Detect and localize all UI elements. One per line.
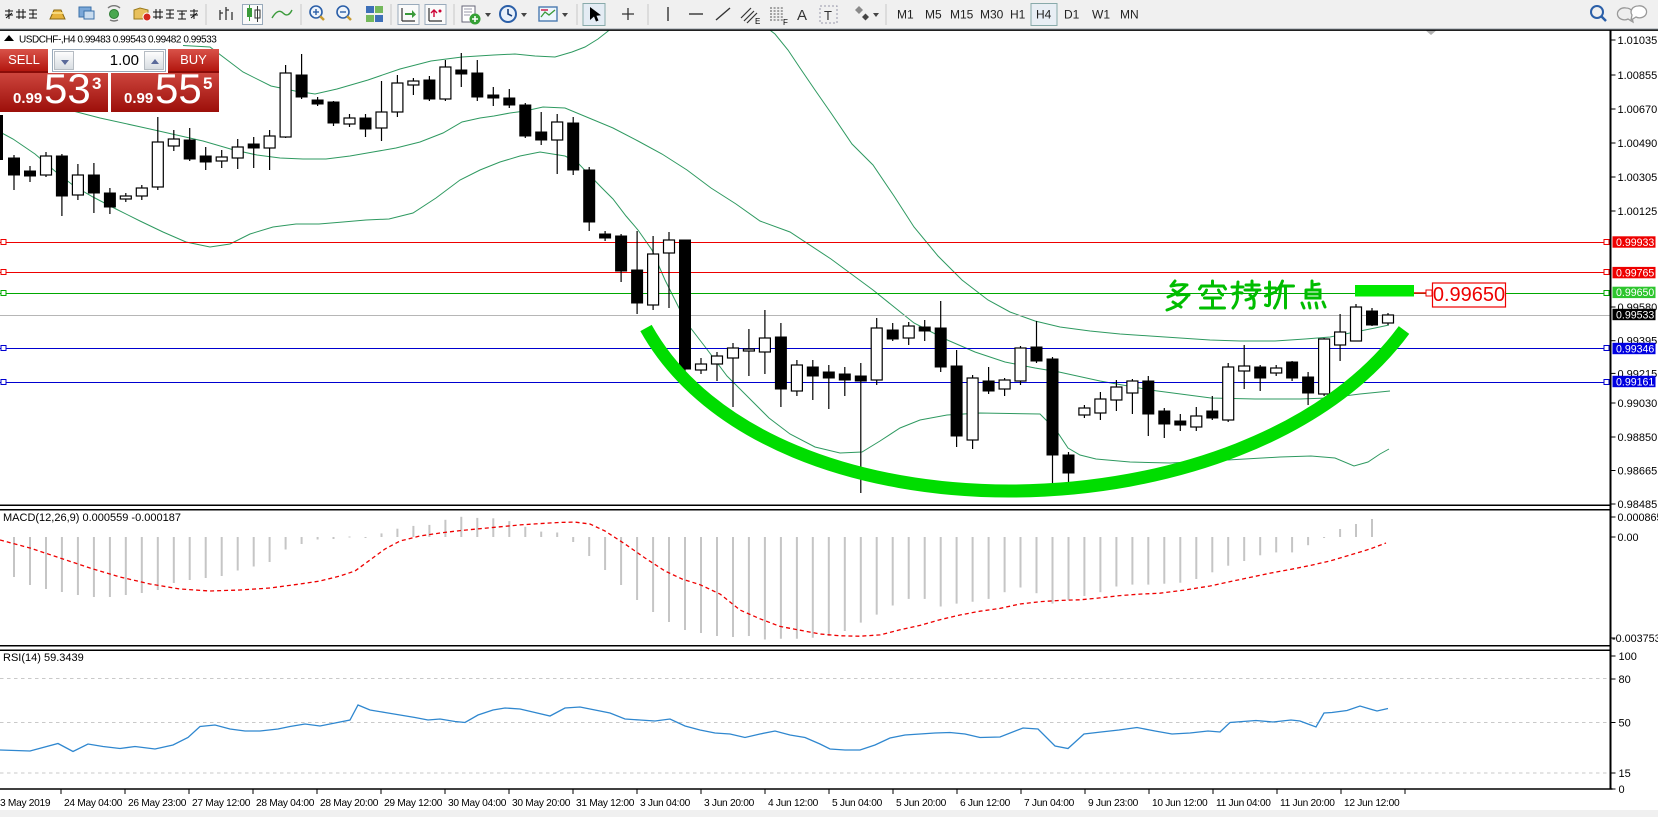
svg-text:M5: M5 (925, 8, 942, 22)
svg-text:4 Jun 12:00: 4 Jun 12:00 (768, 798, 819, 809)
svg-text:1.00125: 1.00125 (1618, 206, 1658, 218)
svg-text:0.98485: 0.98485 (1618, 499, 1658, 511)
svg-text:28 May 20:00: 28 May 20:00 (320, 798, 379, 809)
svg-text:3 May 2019: 3 May 2019 (0, 798, 51, 809)
svg-text:0.99030: 0.99030 (1618, 398, 1658, 410)
svg-text:0.98850: 0.98850 (1618, 432, 1658, 444)
svg-text:0.000865: 0.000865 (1618, 512, 1658, 524)
svg-text:0.99650: 0.99650 (1616, 287, 1654, 299)
svg-text:1.00670: 1.00670 (1618, 104, 1658, 116)
svg-text:H1: H1 (1010, 8, 1026, 22)
svg-text:1.00490: 1.00490 (1618, 138, 1658, 150)
svg-text:W1: W1 (1092, 8, 1110, 22)
svg-text:RSI(14) 59.3439: RSI(14) 59.3439 (3, 652, 84, 664)
svg-text:M15: M15 (950, 8, 974, 22)
svg-text:1.01035: 1.01035 (1618, 35, 1658, 47)
svg-text:M30: M30 (980, 8, 1004, 22)
svg-text:80: 80 (1619, 674, 1631, 686)
svg-text:24 May 04:00: 24 May 04:00 (64, 798, 123, 809)
svg-text:MACD(12,26,9) 0.000559 -0.0001: MACD(12,26,9) 0.000559 -0.000187 (3, 512, 181, 524)
svg-text:3 Jun 04:00: 3 Jun 04:00 (640, 798, 691, 809)
svg-text:0.99346: 0.99346 (1616, 343, 1654, 355)
svg-text:7 Jun 04:00: 7 Jun 04:00 (1024, 798, 1075, 809)
svg-text:0: 0 (1619, 784, 1625, 796)
svg-text:F: F (783, 18, 788, 27)
svg-text:USDCHF-,H4 0.99483 0.99543 0.: USDCHF-,H4 0.99483 0.99543 0.99482 0.995… (19, 35, 217, 46)
svg-text:29 May 12:00: 29 May 12:00 (384, 798, 443, 809)
svg-text:12 Jun 12:00: 12 Jun 12:00 (1344, 798, 1400, 809)
svg-text:5 Jun 04:00: 5 Jun 04:00 (832, 798, 883, 809)
svg-text:M1: M1 (897, 8, 914, 22)
svg-text:50: 50 (1619, 718, 1631, 730)
svg-text:D1: D1 (1064, 8, 1080, 22)
svg-text:31 May 12:00: 31 May 12:00 (576, 798, 635, 809)
svg-text:0.99650: 0.99650 (1433, 284, 1505, 306)
svg-text:0.99933: 0.99933 (1616, 237, 1654, 249)
svg-text:0.99533: 0.99533 (1616, 309, 1654, 321)
svg-text:-0.003753: -0.003753 (1612, 633, 1658, 645)
svg-text:15: 15 (1619, 768, 1631, 780)
svg-text:3 Jun 20:00: 3 Jun 20:00 (704, 798, 755, 809)
svg-text:0.00: 0.00 (1618, 532, 1639, 544)
svg-text:9 Jun 23:00: 9 Jun 23:00 (1088, 798, 1139, 809)
svg-text:H4: H4 (1036, 8, 1052, 22)
svg-text:0.98665: 0.98665 (1618, 466, 1658, 478)
svg-text:1.00855: 1.00855 (1618, 70, 1658, 82)
svg-text:0.99765: 0.99765 (1616, 267, 1654, 279)
svg-text:26 May 23:00: 26 May 23:00 (128, 798, 187, 809)
svg-text:5 Jun 20:00: 5 Jun 20:00 (896, 798, 947, 809)
svg-text:28 May 04:00: 28 May 04:00 (256, 798, 315, 809)
svg-text:100: 100 (1619, 651, 1637, 663)
svg-text:MN: MN (1120, 8, 1139, 22)
svg-text:27 May 12:00: 27 May 12:00 (192, 798, 251, 809)
svg-text:T: T (824, 8, 832, 23)
svg-text:6 Jun 12:00: 6 Jun 12:00 (960, 798, 1011, 809)
svg-text:11 Jun 20:00: 11 Jun 20:00 (1280, 798, 1335, 809)
svg-text:E: E (755, 17, 760, 26)
svg-text:0.99161: 0.99161 (1616, 376, 1654, 388)
svg-text:30 May 04:00: 30 May 04:00 (448, 798, 507, 809)
svg-text:A: A (797, 7, 807, 24)
svg-text:10 Jun 12:00: 10 Jun 12:00 (1152, 798, 1208, 809)
svg-text:30 May 20:00: 30 May 20:00 (512, 798, 571, 809)
svg-text:1.00305: 1.00305 (1618, 172, 1658, 184)
svg-text:11 Jun 04:00: 11 Jun 04:00 (1216, 798, 1271, 809)
